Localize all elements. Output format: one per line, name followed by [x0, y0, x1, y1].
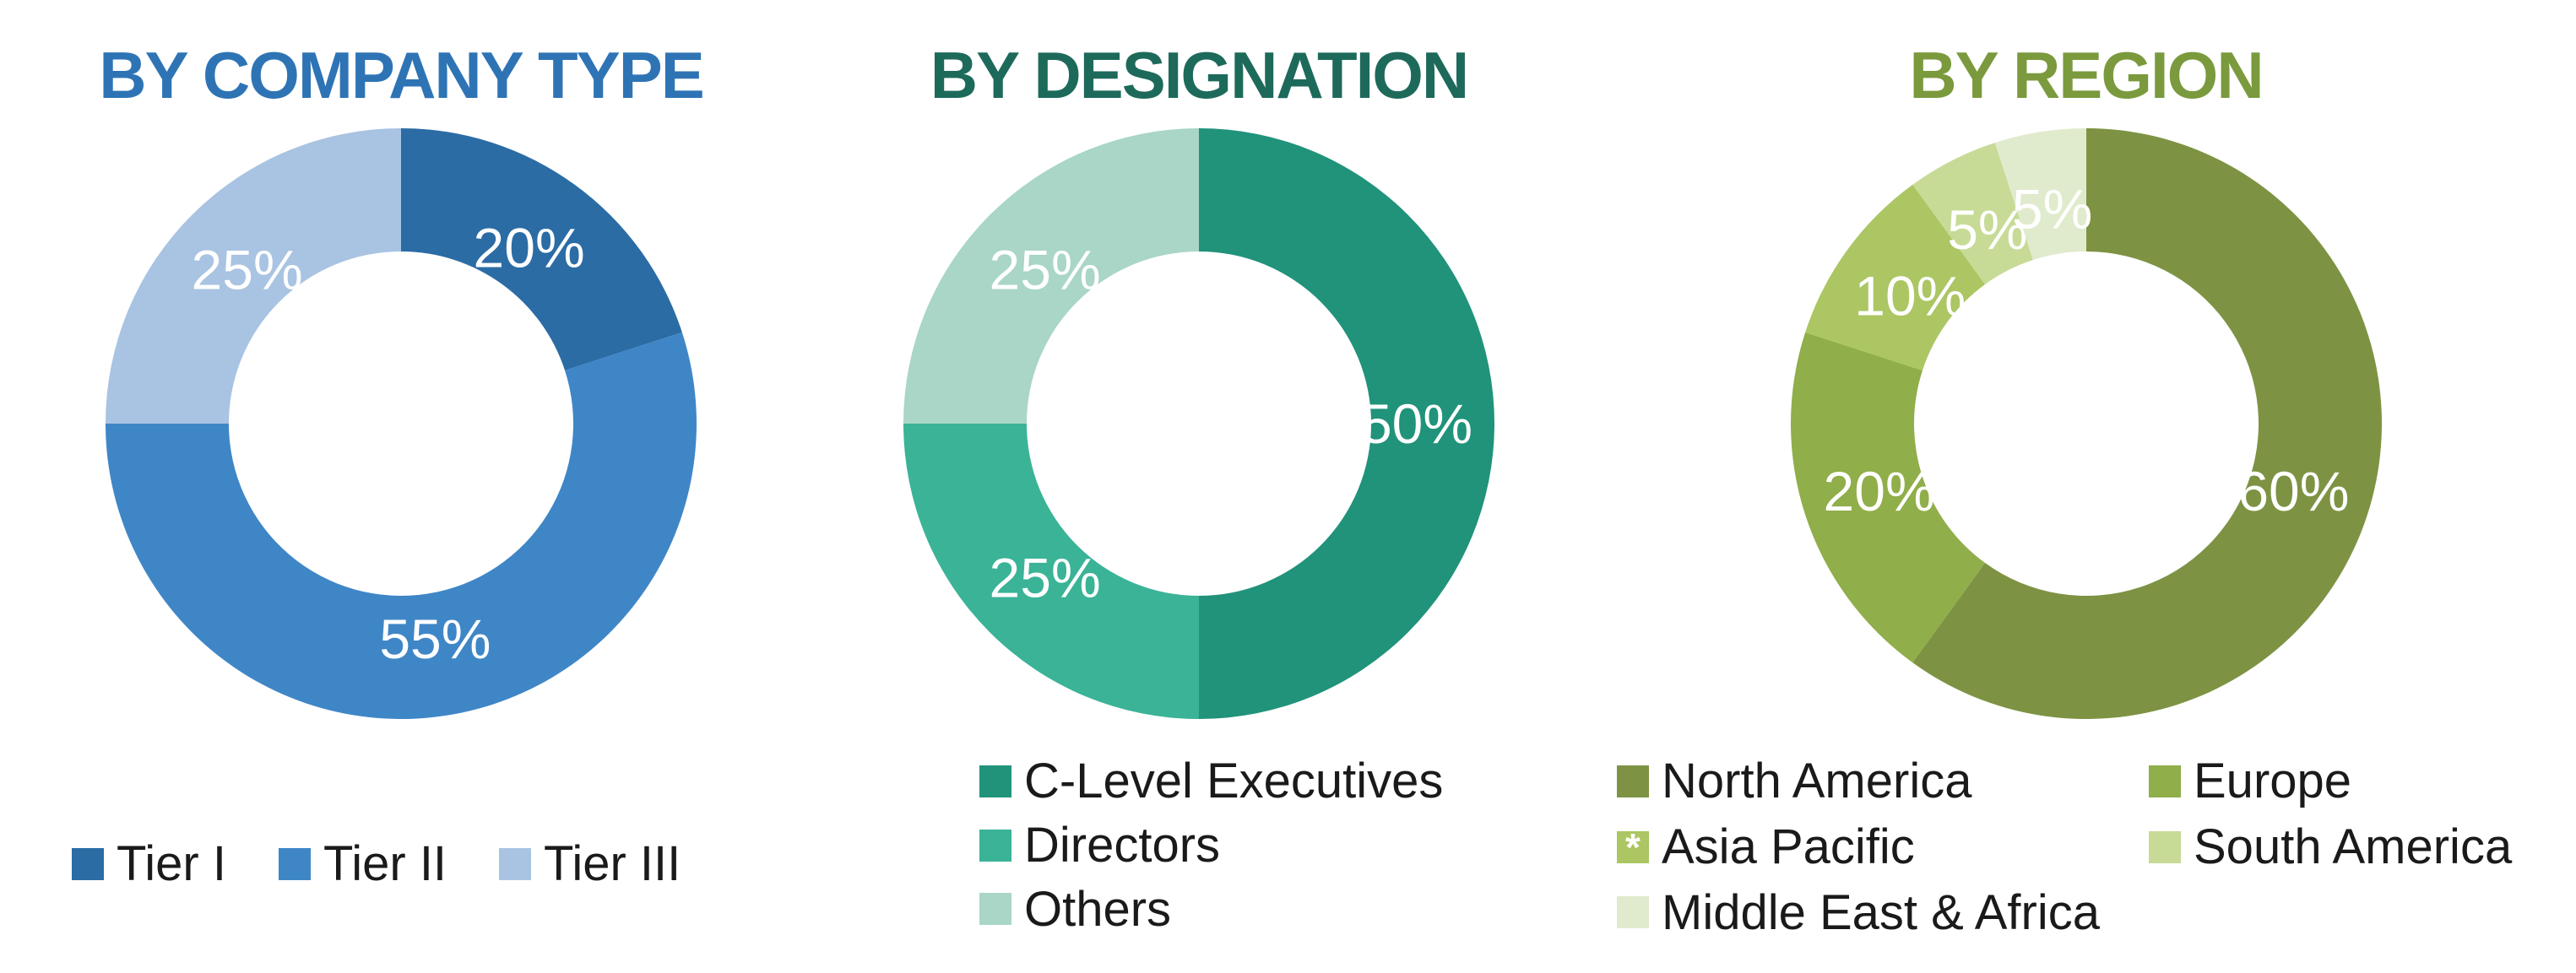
slice-label-middle-east-africa: 5%: [2011, 177, 2091, 240]
chart-title-by-company-type: BY COMPANY TYPE: [99, 38, 705, 112]
legend-swatch-directors: [979, 829, 1011, 862]
legend-label-directors: Directors: [1024, 817, 1221, 873]
legend-by-designation: C-Level Executives Directors Others: [802, 754, 1596, 936]
donut-slice-directors: [903, 424, 1199, 719]
legend-item-europe: Europe: [2149, 754, 2576, 808]
slice-label-directors: 25%: [990, 547, 1101, 609]
chart-by-region: BY REGION 60% 20% 10% 5% 5% North America Eur…: [1596, 19, 2576, 939]
chart-by-company-type: BY COMPANY TYPE 20% 55% 25% Tier I Tier II T…: [0, 19, 802, 939]
chart-title-by-designation: BY DESIGNATION: [930, 38, 1470, 112]
donut-slice-c-level-executives: [1199, 128, 1494, 719]
slice-label-c-level-executives: 50%: [1361, 392, 1472, 455]
slice-label-asia-pacific: 10%: [1854, 265, 1966, 327]
legend-item-asia-pacific: * Asia Pacific: [1617, 819, 2149, 874]
legend-label-tier-iii: Tier III: [544, 836, 681, 891]
legend-by-company-type: Tier I Tier II Tier III: [0, 837, 802, 891]
legend-item-middle-east-africa: Middle East & Africa: [1617, 884, 2149, 940]
donut-slice-tier-i: [401, 128, 682, 370]
legend-item-north-america: North America: [1617, 754, 2149, 808]
survey-breakdown-charts: BY COMPANY TYPE 20% 55% 25% Tier I Tier II T…: [0, 19, 2576, 939]
legend-label-c-level-executives: C-Level Executives: [1024, 754, 1444, 808]
donut-slice-tier-iii: [106, 128, 401, 424]
legend-label-middle-east-africa: Middle East & Africa: [1662, 884, 2100, 940]
slice-label-south-america: 5%: [1947, 198, 2027, 261]
legend-item-directors: Directors: [979, 817, 1596, 873]
legend-item-c-level-executives: C-Level Executives: [979, 754, 1596, 808]
slice-label-tier-ii: 55%: [379, 608, 491, 670]
slice-label-north-america: 60%: [2237, 460, 2349, 522]
legend-swatch-asia-pacific: *: [1617, 828, 1649, 867]
legend-label-europe: Europe: [2194, 754, 2352, 808]
chart-title-by-region: BY REGION: [1909, 38, 2264, 112]
legend-swatch-tier-i: [72, 847, 104, 880]
donut-wrap-region: 60% 20% 10% 5% 5%: [1596, 128, 2576, 719]
legend-label-asia-pacific: Asia Pacific: [1662, 819, 1915, 874]
slice-label-europe: 20%: [1823, 460, 1934, 522]
donut-slice-north-america: [1912, 128, 2382, 719]
legend-label-south-america: South America: [2194, 819, 2513, 874]
legend-item-tier-i: Tier I: [72, 837, 226, 891]
donut-chart-by-company-type: 20% 55% 25%: [106, 128, 697, 719]
legend-by-region: North America Europe * Asia Pacific South Am…: [1596, 754, 2576, 939]
slice-label-tier-iii: 25%: [192, 239, 303, 301]
legend-swatch-c-level-executives: [979, 765, 1011, 797]
legend-swatch-middle-east-africa: [1617, 896, 1649, 929]
donut-chart-by-designation: 50% 25% 25%: [903, 128, 1494, 719]
donut-slice-others: [903, 128, 1199, 424]
legend-label-others: Others: [1024, 881, 1172, 937]
legend-label-north-america: North America: [1662, 754, 1972, 808]
legend-swatch-north-america: [1617, 765, 1649, 797]
legend-item-south-america: South America: [2149, 819, 2576, 874]
legend-item-tier-ii: Tier II: [278, 836, 447, 891]
legend-swatch-south-america: [2149, 830, 2181, 863]
legend-swatch-europe: [2149, 765, 2181, 797]
legend-item-others: Others: [979, 881, 1596, 937]
legend-label-tier-i: Tier I: [117, 836, 226, 891]
slice-label-tier-i: 20%: [474, 216, 585, 278]
legend-swatch-others: [979, 893, 1011, 926]
donut-slice-middle-east-africa: [1994, 128, 2086, 260]
donut-slice-tier-ii: [106, 332, 697, 719]
donut-slice-asia-pacific: [1804, 184, 1985, 370]
donut-slice-south-america: [1912, 143, 2033, 284]
chart-by-designation: BY DESIGNATION 50% 25% 25% C-Level Executi…: [802, 19, 1596, 939]
donut-slice-europe: [1790, 332, 1985, 663]
legend-label-tier-ii: Tier II: [323, 836, 447, 891]
slice-label-others: 25%: [990, 239, 1101, 301]
legend-swatch-tier-iii: [499, 847, 532, 880]
legend-swatch-tier-ii: [278, 847, 311, 880]
donut-wrap-designation: 50% 25% 25%: [802, 128, 1596, 719]
legend-item-tier-iii: Tier III: [499, 837, 681, 891]
donut-wrap-company-type: 20% 55% 25%: [0, 128, 802, 719]
donut-chart-by-region: 60%20%10%5%5%: [1790, 128, 2382, 719]
